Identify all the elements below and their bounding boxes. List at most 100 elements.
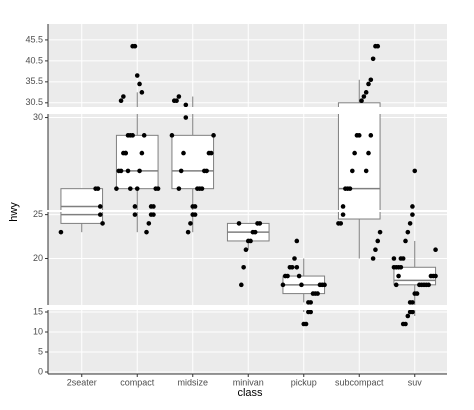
y-tick-label: 15 bbox=[33, 306, 43, 316]
point bbox=[188, 221, 193, 226]
point bbox=[280, 282, 286, 288]
panel-background bbox=[48, 114, 447, 210]
box bbox=[337, 114, 381, 210]
y-tick-label: 0 bbox=[38, 366, 43, 376]
point bbox=[243, 247, 249, 253]
point bbox=[407, 221, 413, 226]
x-tick-label: minivan bbox=[233, 377, 264, 387]
point bbox=[132, 204, 138, 209]
point bbox=[137, 81, 142, 87]
point bbox=[287, 264, 293, 270]
point bbox=[116, 168, 122, 174]
point bbox=[296, 273, 302, 279]
point bbox=[310, 291, 316, 296]
y-axis-title: hwy bbox=[8, 202, 20, 222]
panel bbox=[48, 114, 447, 210]
point bbox=[137, 168, 142, 174]
point bbox=[340, 204, 346, 209]
point bbox=[306, 300, 311, 305]
point bbox=[141, 133, 147, 138]
point bbox=[410, 212, 415, 217]
point bbox=[176, 94, 182, 99]
x-tick-label: midsize bbox=[177, 377, 208, 387]
point bbox=[148, 204, 154, 209]
point bbox=[398, 264, 404, 270]
y-tick-label: 30.5 bbox=[25, 97, 43, 107]
point bbox=[58, 229, 64, 235]
point bbox=[148, 212, 154, 217]
point bbox=[176, 186, 182, 191]
point bbox=[183, 102, 189, 107]
point bbox=[121, 94, 126, 99]
point bbox=[366, 150, 371, 156]
point bbox=[125, 133, 131, 138]
point bbox=[361, 94, 367, 99]
point bbox=[410, 204, 415, 209]
y-tick-label: 35.5 bbox=[25, 76, 43, 86]
x-tick-label: suv bbox=[408, 377, 423, 387]
point bbox=[363, 168, 369, 174]
point bbox=[340, 212, 346, 217]
point bbox=[366, 81, 371, 87]
y-tick-label: 30 bbox=[33, 112, 43, 122]
point bbox=[134, 73, 140, 78]
point bbox=[97, 204, 103, 209]
point bbox=[282, 273, 288, 279]
point bbox=[202, 168, 207, 174]
point bbox=[97, 212, 103, 217]
point bbox=[412, 291, 418, 296]
point bbox=[368, 133, 374, 138]
point bbox=[350, 168, 355, 174]
box bbox=[337, 102, 381, 107]
point bbox=[236, 221, 242, 226]
point bbox=[299, 282, 304, 288]
point bbox=[407, 300, 413, 305]
point bbox=[134, 186, 140, 191]
panel bbox=[48, 310, 447, 374]
point bbox=[139, 90, 145, 95]
point bbox=[373, 43, 378, 49]
x-tick-label: subcompact bbox=[335, 377, 384, 387]
point bbox=[306, 310, 311, 315]
panel-background bbox=[48, 310, 447, 374]
point bbox=[190, 204, 196, 209]
box bbox=[337, 212, 381, 220]
point bbox=[377, 229, 383, 235]
point bbox=[130, 133, 135, 138]
point bbox=[139, 150, 145, 156]
point bbox=[114, 186, 119, 191]
point bbox=[417, 282, 422, 288]
point bbox=[405, 229, 411, 235]
point bbox=[407, 310, 413, 315]
point bbox=[352, 150, 357, 156]
y-tick-label: 20 bbox=[33, 253, 43, 263]
point bbox=[144, 229, 149, 235]
point bbox=[354, 133, 360, 138]
point bbox=[185, 229, 191, 235]
point bbox=[317, 282, 323, 288]
point bbox=[206, 150, 212, 156]
point bbox=[433, 247, 438, 253]
point bbox=[241, 264, 246, 270]
point bbox=[393, 282, 399, 288]
y-tick-label: 25 bbox=[33, 209, 43, 219]
point bbox=[405, 313, 411, 319]
point bbox=[359, 98, 364, 104]
point bbox=[118, 98, 124, 104]
point bbox=[363, 90, 369, 95]
y-tick-label: 5 bbox=[38, 346, 43, 356]
point bbox=[183, 115, 189, 120]
point bbox=[428, 273, 434, 279]
point bbox=[343, 186, 348, 191]
point bbox=[398, 256, 404, 261]
point bbox=[171, 98, 177, 104]
box bbox=[171, 134, 215, 190]
point bbox=[93, 186, 98, 191]
point bbox=[370, 56, 376, 62]
point bbox=[336, 221, 341, 226]
x-tick-label: 2seater bbox=[67, 377, 97, 387]
point bbox=[195, 186, 200, 191]
point bbox=[153, 186, 159, 191]
point bbox=[396, 273, 401, 279]
